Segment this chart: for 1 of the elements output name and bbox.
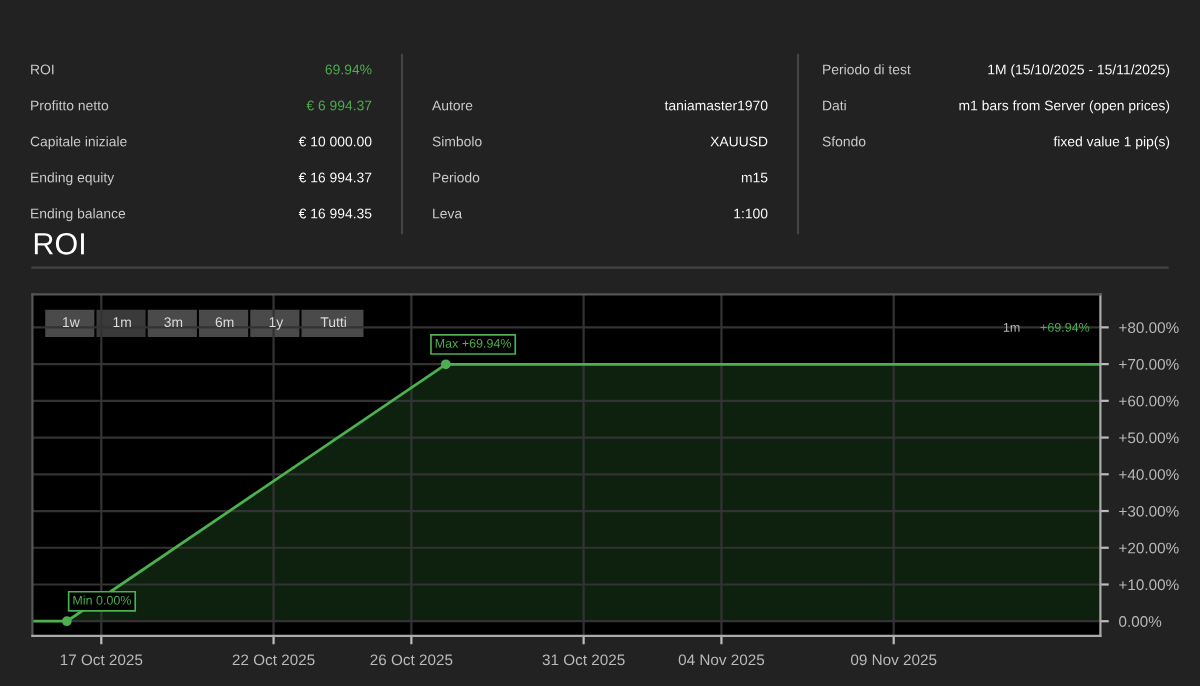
chart-title: ROI (34, 233, 84, 255)
